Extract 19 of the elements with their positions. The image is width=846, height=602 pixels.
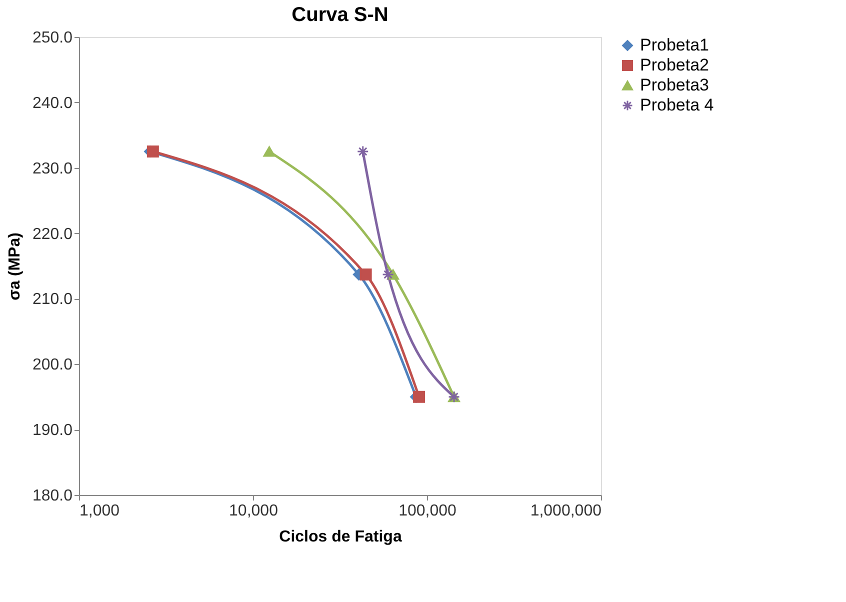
y-tick-label: 240.0 — [32, 94, 73, 112]
y-tick-label: 230.0 — [32, 160, 73, 178]
y-axis-title: σa (MPa) — [6, 232, 24, 300]
y-tick-label: 190.0 — [32, 422, 73, 440]
y-tick-label: 250.0 — [32, 30, 73, 46]
y-tick-label: 210.0 — [32, 291, 73, 308]
chart-title: Curva S-N — [292, 4, 388, 26]
y-tick-label: 200.0 — [32, 356, 73, 374]
legend-label: Probeta2 — [640, 56, 709, 74]
legend-label: Probeta 4 — [640, 96, 714, 114]
y-tick-label: 180.0 — [32, 488, 73, 504]
legend-label: Probeta3 — [640, 76, 709, 94]
x-tick-label: 1,000,000 — [530, 502, 602, 520]
x-tick-label: 1,000 — [80, 502, 120, 520]
x-axis-title: Ciclos de Fatiga — [279, 528, 402, 546]
legend-label: Probeta1 — [640, 36, 709, 54]
x-tick-label: 10,000 — [229, 502, 278, 520]
y-tick-label: 220.0 — [32, 226, 73, 243]
x-tick-label: 100,000 — [398, 502, 457, 520]
